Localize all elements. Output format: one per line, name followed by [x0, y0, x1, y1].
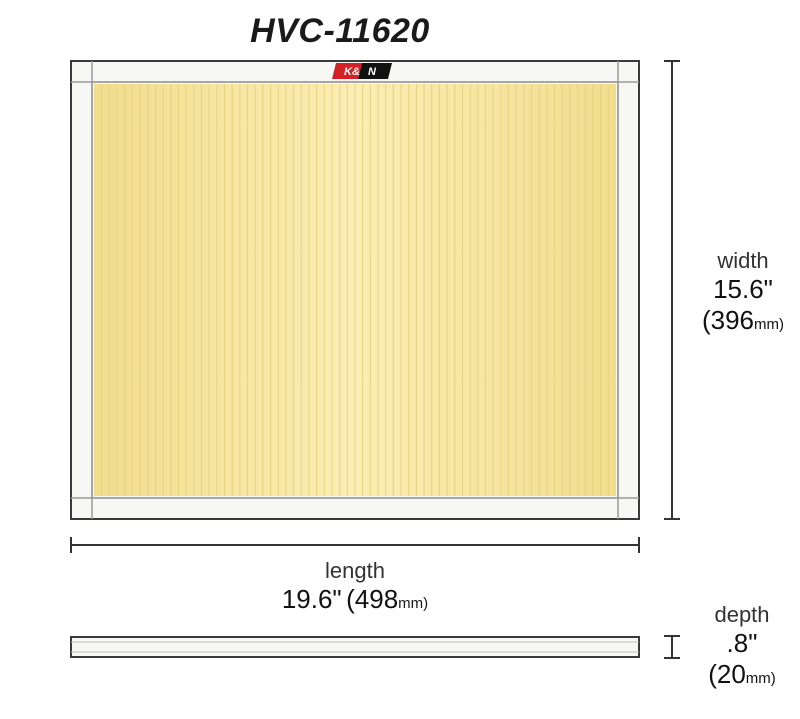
- depth-label-block: depth .8" (20mm): [688, 602, 796, 690]
- kn-logo-left: K&: [344, 66, 360, 78]
- width-mm-unit: mm): [754, 316, 784, 333]
- length-mm-unit: mm): [398, 595, 428, 612]
- length-label-block: length 19.6" (498mm): [70, 558, 640, 615]
- width-name: width: [688, 248, 798, 274]
- length-name: length: [325, 558, 385, 583]
- kn-logo: K& N: [332, 63, 392, 79]
- width-dimension-line: [662, 60, 682, 520]
- depth-dimension-line: [662, 632, 682, 662]
- filter-face-view: [70, 60, 640, 520]
- length-dimension-line: [70, 535, 640, 555]
- filter-side-view: [70, 636, 640, 658]
- width-label-block: width 15.6" (396mm): [688, 248, 798, 336]
- kn-logo-right: N: [368, 66, 377, 78]
- depth-name: depth: [688, 602, 796, 628]
- length-mm: (498: [346, 584, 398, 614]
- width-inches: 15.6": [688, 274, 798, 305]
- depth-inches: .8": [688, 628, 796, 659]
- width-mm: (396: [702, 305, 754, 335]
- depth-mm: (20: [708, 659, 746, 689]
- product-title: HVC-11620: [0, 12, 680, 51]
- depth-mm-unit: mm): [746, 670, 776, 687]
- length-inches: 19.6": [282, 584, 342, 614]
